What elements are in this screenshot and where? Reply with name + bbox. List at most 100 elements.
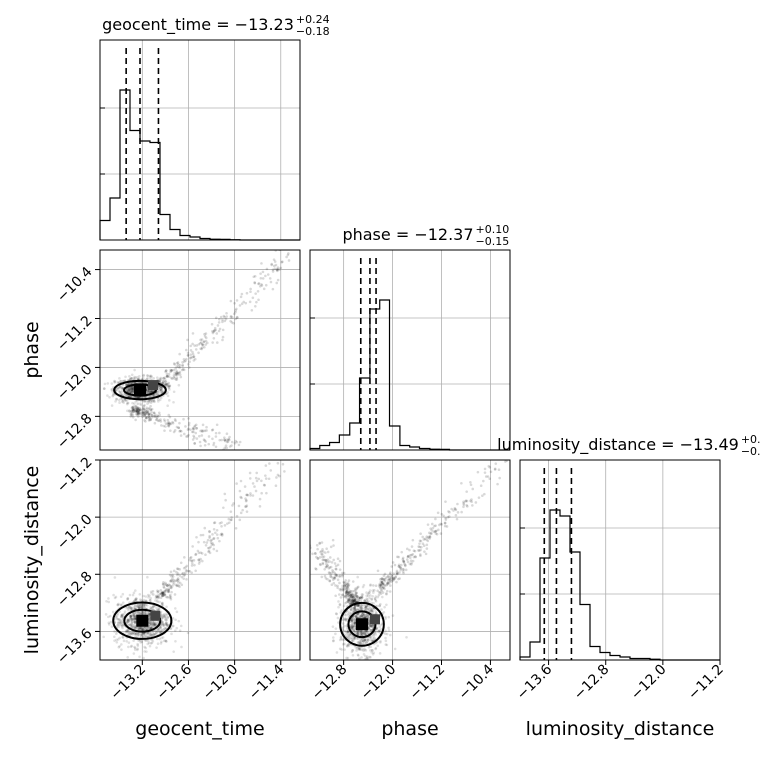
scatter-dot (182, 417, 185, 421)
scatter-dot (357, 641, 360, 645)
scatter-dot (111, 387, 114, 391)
scatter-dot (121, 399, 125, 403)
scatter-dot (465, 499, 469, 503)
scatter-dot (136, 610, 140, 614)
scatter-dot (199, 533, 203, 537)
scatter-dot (154, 594, 158, 598)
scatter-dot (264, 474, 267, 477)
scatter-dot (132, 408, 135, 412)
scatter-dot (180, 429, 183, 433)
scatter-dot (145, 377, 149, 381)
scatter-dot (351, 625, 355, 629)
scatter-dot (204, 339, 208, 343)
scatter-dot (137, 409, 141, 412)
scatter-dot (185, 578, 188, 581)
scatter-dot (331, 569, 334, 572)
scatter-dot (282, 456, 285, 459)
scatter-dot (326, 564, 329, 567)
scatter-dot (195, 427, 198, 430)
scatter-dot (146, 416, 149, 419)
scatter-dot (392, 577, 395, 581)
scatter-dot (349, 596, 352, 600)
x-tick-label: −11.2 (407, 662, 449, 704)
scatter-dot (146, 390, 150, 394)
scatter-dot (365, 591, 368, 594)
panel-frame (309, 459, 511, 661)
scatter-dot (382, 578, 386, 582)
title-plus-luminosity_distance: +0.21 (741, 433, 760, 446)
scatter-dot (352, 599, 356, 603)
scatter-dot (166, 421, 170, 425)
scatter-dot (110, 382, 114, 385)
scatter-dot (105, 600, 108, 603)
scatter-dot (120, 386, 123, 390)
scatter-dot (357, 598, 361, 602)
scatter-dot (353, 605, 356, 609)
scatter-dot (408, 548, 411, 552)
scatter-dot (402, 561, 406, 564)
scatter-dot (170, 590, 173, 594)
scatter-dot (364, 629, 368, 633)
scatter-dot (383, 572, 387, 576)
scatter-dot (121, 635, 124, 639)
scatter-dot (364, 606, 368, 609)
scatter-dot (183, 360, 186, 363)
scatter-dot (133, 407, 136, 411)
scatter-dot (359, 639, 363, 642)
scatter-dot (350, 599, 354, 603)
scatter-dot (157, 596, 161, 600)
scatter-dot (134, 598, 138, 602)
scatter-dot (347, 601, 351, 604)
scatter-dot (194, 431, 198, 435)
scatter-dot (123, 398, 127, 402)
scatter-dot (129, 606, 133, 610)
scatter-dot (141, 411, 145, 415)
scatter-dot (386, 581, 389, 585)
scatter-dot (117, 625, 121, 629)
scatter-dot (155, 629, 159, 632)
scatter-dot (348, 590, 351, 594)
scatter-dot (338, 603, 342, 607)
scatter-dot (353, 587, 357, 591)
scatter-dot (133, 627, 137, 630)
scatter-dot (354, 589, 357, 592)
scatter-dot (131, 408, 135, 412)
scatter-dot (215, 341, 219, 344)
scatter-dot (154, 596, 158, 600)
scatter-dot (160, 592, 163, 596)
scatter-dot (354, 600, 358, 603)
scatter-dot (261, 277, 265, 280)
scatter-dot (410, 545, 414, 548)
scatter-dot (344, 595, 348, 598)
scatter-dot (153, 623, 157, 627)
scatter-dot (369, 606, 372, 610)
scatter-dot (120, 623, 123, 626)
scatter-dot (336, 616, 340, 620)
scatter-dot (133, 632, 136, 635)
scatter-dot (349, 593, 353, 597)
scatter-dot (352, 629, 356, 632)
scatter-dot (147, 612, 151, 615)
scatter-dot (130, 387, 133, 390)
scatter-dot (163, 419, 167, 423)
scatter-dot (143, 634, 147, 638)
scatter-dot (205, 425, 208, 429)
scatter-dot (118, 636, 121, 640)
scatter-dot (337, 600, 340, 603)
scatter-dot (194, 552, 198, 556)
scatter-dot (149, 399, 152, 403)
scatter-dot (351, 622, 355, 625)
scatter-dot (402, 560, 406, 563)
scatter-dot (156, 400, 160, 403)
scatter-dot (197, 540, 200, 544)
scatter-dot (366, 592, 370, 596)
scatter-dot (373, 631, 377, 635)
scatter-dot (152, 623, 155, 626)
scatter-dot (182, 574, 186, 577)
scatter-dot (156, 599, 159, 602)
scatter-dot (340, 635, 343, 638)
scatter-dot (446, 515, 450, 519)
scatter-dot (355, 591, 358, 594)
scatter-dot (359, 607, 362, 610)
scatter-dot (193, 344, 196, 347)
